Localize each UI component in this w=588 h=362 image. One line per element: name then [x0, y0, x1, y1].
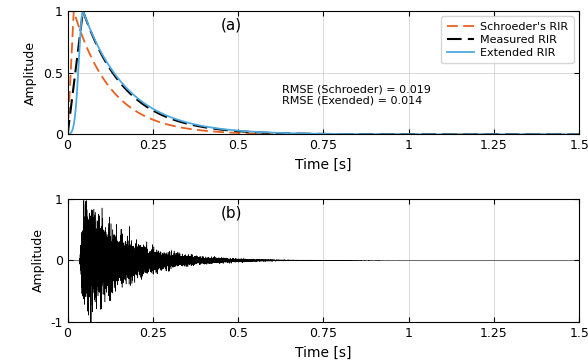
Extended RIR	[335, 132, 342, 136]
Line: Extended RIR: Extended RIR	[68, 11, 579, 134]
Line: Schroeder's RIR: Schroeder's RIR	[68, 11, 579, 134]
Extended RIR	[79, 9, 86, 13]
Measured RIR	[79, 9, 86, 13]
Extended RIR	[69, 125, 76, 129]
Schroeder's RIR	[69, 20, 76, 24]
Measured RIR	[396, 132, 403, 136]
Y-axis label: Amplitude: Amplitude	[32, 228, 45, 292]
Schroeder's RIR	[396, 132, 403, 136]
Y-axis label: Amplitude: Amplitude	[24, 41, 37, 105]
Extended RIR	[557, 132, 564, 136]
Schroeder's RIR	[576, 132, 583, 136]
Extended RIR	[64, 132, 71, 136]
Line: Measured RIR: Measured RIR	[68, 11, 579, 134]
Measured RIR	[413, 132, 420, 136]
X-axis label: Time [s]: Time [s]	[295, 346, 352, 359]
Schroeder's RIR	[136, 111, 143, 115]
Extended RIR	[413, 132, 420, 136]
Schroeder's RIR	[335, 132, 342, 136]
Measured RIR	[335, 132, 342, 136]
Schroeder's RIR	[70, 9, 77, 13]
Schroeder's RIR	[64, 132, 71, 136]
X-axis label: Time [s]: Time [s]	[295, 158, 352, 172]
Text: RMSE (Schroeder) = 0.019
RMSE (Exended) = 0.014: RMSE (Schroeder) = 0.019 RMSE (Exended) …	[282, 84, 432, 106]
Measured RIR	[136, 100, 143, 104]
Extended RIR	[136, 98, 143, 102]
Text: (b): (b)	[221, 205, 243, 220]
Measured RIR	[64, 132, 71, 136]
Extended RIR	[576, 132, 583, 136]
Measured RIR	[69, 87, 76, 92]
Measured RIR	[557, 132, 564, 136]
Schroeder's RIR	[557, 132, 564, 136]
Text: (a): (a)	[221, 17, 242, 32]
Schroeder's RIR	[413, 132, 420, 136]
Extended RIR	[396, 132, 403, 136]
Legend: Schroeder's RIR, Measured RIR, Extended RIR: Schroeder's RIR, Measured RIR, Extended …	[441, 16, 574, 63]
Measured RIR	[576, 132, 583, 136]
